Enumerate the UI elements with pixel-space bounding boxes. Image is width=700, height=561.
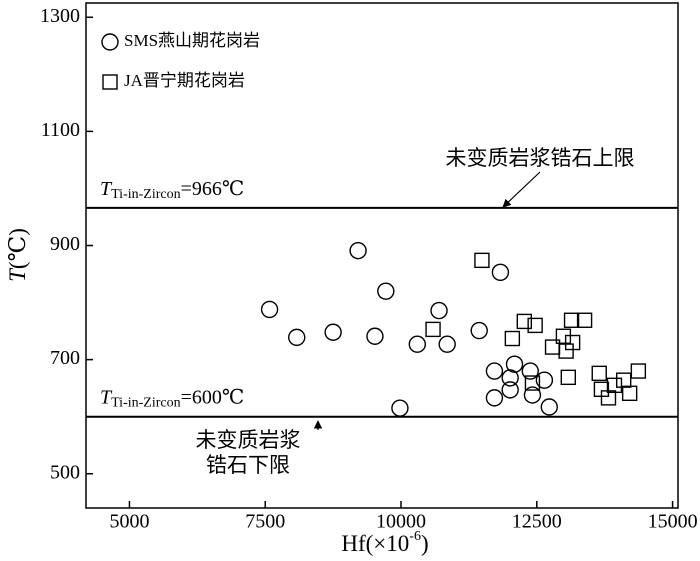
x-tick-label: 15000 — [648, 511, 698, 533]
plot-frame — [85, 2, 679, 509]
point — [630, 363, 647, 379]
x-axis-label: Hf(×10-6) — [341, 529, 428, 556]
arrow — [502, 171, 541, 208]
ref-subscript: Ti-in-Zircon — [111, 396, 180, 411]
point — [485, 389, 504, 407]
point — [560, 369, 576, 386]
legend-marker — [101, 33, 119, 51]
point — [366, 327, 384, 345]
y-tick-label: 900 — [50, 233, 80, 255]
annotation: 锆石下限 — [206, 453, 290, 477]
point — [324, 323, 342, 341]
ref-text: =600℃ — [181, 386, 245, 408]
point — [535, 371, 554, 389]
point — [576, 312, 593, 328]
point — [438, 335, 456, 353]
y-label-symbol: T — [5, 267, 30, 282]
reference-label: TTi-in-Zircon=966℃ — [100, 177, 244, 202]
point — [470, 321, 488, 340]
point — [391, 399, 409, 417]
point — [425, 321, 441, 338]
point — [485, 362, 504, 380]
x-label-end: ) — [421, 531, 429, 556]
point — [600, 390, 617, 406]
legend-label: SMS燕山期花岗岩 — [124, 31, 260, 50]
point — [555, 328, 572, 344]
ref-text: =966℃ — [181, 177, 245, 199]
y-label-text: (℃) — [5, 228, 30, 269]
point — [260, 300, 279, 319]
point — [474, 252, 490, 269]
ref-symbol: T — [100, 386, 113, 408]
point — [501, 381, 519, 399]
point — [377, 282, 395, 300]
y-axis-label: T(℃) — [5, 228, 30, 282]
point — [408, 335, 427, 353]
point — [516, 313, 532, 330]
point — [591, 365, 607, 382]
ref-symbol: T — [100, 177, 113, 199]
point — [615, 372, 632, 388]
point — [621, 385, 638, 402]
point — [288, 328, 306, 347]
x-tick-label: 12500 — [512, 511, 562, 533]
x-tick-label: 5000 — [109, 511, 149, 533]
y-tick-label: 1100 — [41, 119, 80, 141]
point — [540, 398, 558, 416]
x-tick-label: 10000 — [376, 511, 426, 533]
point — [491, 263, 510, 282]
ref-subscript: Ti-in-Zircon — [111, 187, 180, 202]
legend-label: JA晋宁期花岗岩 — [124, 71, 245, 90]
x-label-text: Hf(×10 — [341, 531, 409, 556]
point — [524, 375, 541, 391]
point — [523, 386, 542, 404]
point — [564, 334, 581, 351]
annotation: 未变质岩浆锆石上限 — [446, 146, 635, 170]
point — [563, 312, 580, 328]
point — [501, 369, 519, 387]
point — [544, 339, 561, 355]
point — [505, 355, 524, 373]
point — [527, 317, 543, 334]
point — [521, 362, 539, 380]
point — [430, 301, 448, 320]
x-label-sup: -6 — [409, 529, 421, 544]
point — [606, 377, 623, 394]
y-tick-label: 700 — [50, 347, 80, 369]
y-tick-label: 1300 — [40, 5, 80, 27]
reference-label: TTi-in-Zircon=600℃ — [100, 386, 244, 411]
x-tick-label: 7500 — [245, 511, 285, 533]
point — [504, 330, 521, 347]
annotation: 未变质岩浆 — [196, 428, 301, 452]
y-tick-label: 500 — [50, 461, 80, 483]
legend-marker — [102, 74, 118, 90]
point — [349, 241, 367, 260]
